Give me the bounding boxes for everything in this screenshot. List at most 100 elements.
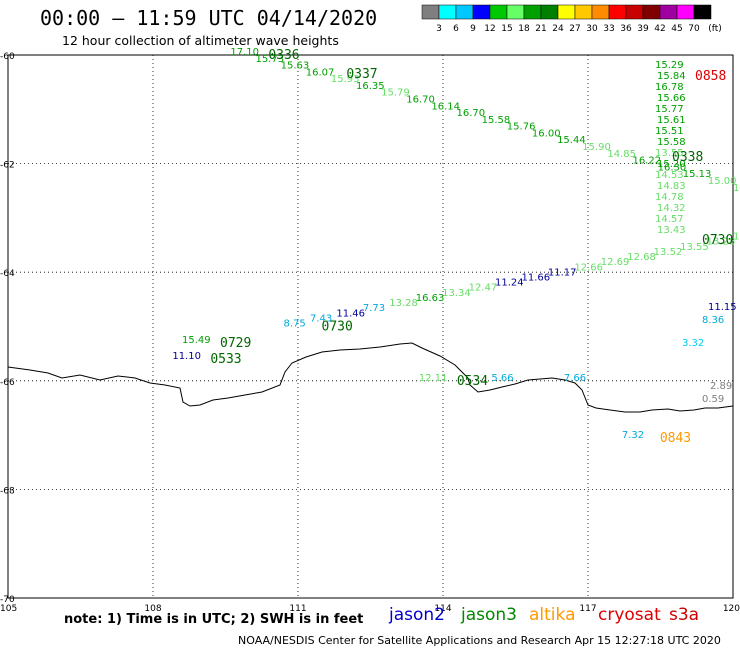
legend-swatch [540,4,559,20]
swh-value: 3.32 [682,338,704,349]
swh-value: 15.51 [655,126,684,137]
swh-value: 12.69 [601,257,630,268]
legend-label: 27 [569,24,580,34]
legend-label: 12 [484,24,495,34]
legend-swatch [455,4,474,20]
lon-tick-label: 117 [579,604,596,614]
legend-swatch [608,4,627,20]
swh-value: 15.77 [655,104,684,115]
swh-value: 14.56 [733,183,740,194]
satellite-name-s3a: s3a [669,605,700,625]
swh-value: 0.59 [702,394,724,405]
swh-value: 15.20 [657,159,686,170]
swh-value: 5.66 [491,373,513,384]
swh-value: 16.35 [356,81,385,92]
swh-value: 11.17 [548,267,577,278]
pass-time-label: 0533 [210,352,241,367]
swh-value: 15.63 [281,61,310,72]
map-title: 00:00 – 11:59 UTC 04/14/2020 [40,6,378,30]
lon-tick-label: 111 [289,604,306,614]
lon-tick-label: 108 [144,604,161,614]
legend-label: 9 [470,24,476,34]
legend-label: 6 [453,24,459,34]
swh-value: 14.78 [655,192,684,203]
axis-tick-labels: 105 108 111 114 117 120 -60 -62 -64 -66 -68 -70 [0,52,740,614]
swh-value: 11.15 [708,302,737,313]
swh-value: 16.07 [306,67,335,78]
swh-value: 13.55 [680,242,709,253]
legend-swatch [574,4,593,20]
legend-label: 42 [654,24,665,34]
legend-label: 18 [518,24,530,34]
color-legend: 3 6 9 12 15 18 21 24 27 30 33 36 39 42 45 70 (ft) [421,4,722,34]
satellite-tracks: 17.1015.7315.6316.0715.9316.3515.7916.70… [172,47,740,446]
pass-time-label: 0534 [457,374,488,389]
swh-value: 16.70 [406,95,435,106]
swh-value: 15.61 [657,115,686,126]
credit-line: NOAA/NESDIS Center for Satellite Applica… [238,634,721,647]
swh-value: 15.58 [482,115,511,126]
legend-label: 45 [671,24,682,34]
legend-swatch [557,4,576,20]
swh-value: 12.68 [627,252,656,263]
swh-value: 8.75 [284,319,306,330]
swh-value: 13.43 [657,225,686,236]
swh-value: 15.13 [683,169,712,180]
swh-value: 17.10 [230,47,259,58]
pass-time-label: 0338 [672,150,703,165]
swh-value: 13.52 [654,247,683,258]
legend-swatch [506,4,525,20]
pass-time-label: 0336 [268,48,299,63]
swh-value: 13.11 [733,232,740,243]
map-frame [7,54,734,599]
swh-value: 13.28 [389,298,418,309]
swh-value: 16.22 [632,156,661,167]
swh-value: 15.00 [708,176,737,187]
swh-value: 16.70 [457,108,486,119]
lat-tick-label: -60 [0,52,15,62]
lon-tick-label: 105 [0,604,17,614]
swh-value: 15.44 [557,135,586,146]
lon-tick-label: 120 [723,604,740,614]
swh-value: 7.73 [363,303,385,314]
swh-value: 13.28 [707,237,736,248]
swh-value: 12.11 [419,373,448,384]
legend-label: 70 [688,24,700,34]
legend-label: 30 [586,24,598,34]
legend-unit: (ft) [708,24,722,34]
swh-value: 15.79 [381,88,410,99]
swh-value: 11.24 [495,278,524,289]
swh-value: 15.49 [182,335,211,346]
legend-swatch [659,4,678,20]
swh-value: 15.66 [657,93,686,104]
satellite-name-altika: altika [529,605,576,625]
pass-time-label: 0337 [346,67,377,82]
swh-value: 7.32 [622,430,644,441]
antarctic-coastline [7,342,734,413]
swh-value: 8.36 [702,315,724,326]
legend-label: 24 [552,24,564,34]
lat-tick-label: -64 [0,269,15,279]
lat-tick-label: -66 [0,378,15,388]
legend-swatch [642,4,661,20]
legend-label: 33 [603,24,614,34]
swh-value: 14.83 [657,181,686,192]
legend-swatch [676,4,695,20]
swh-value: 15.58 [657,137,686,148]
satellite-name-cryosat: cryosat [598,605,661,625]
pass-time-label: 0843 [660,431,691,446]
swh-value: 15.76 [507,122,536,133]
legend-swatch [523,4,542,20]
legend-swatch [421,4,440,20]
lon-tick-label: 114 [434,604,451,614]
swh-value: 12.47 [469,283,498,294]
swh-value: 12.66 [574,262,603,273]
legend-label: 15 [501,24,512,34]
legend-label: 3 [436,24,442,34]
swh-value: 2.89 [710,381,732,392]
legend-swatch [591,4,610,20]
swh-value: 16.30 [658,162,687,173]
note-text: note: 1) Time is in UTC; 2) SWH is in fe… [64,612,364,627]
pass-time-label: 0730 [322,320,353,335]
lat-tick-label: -70 [0,595,15,605]
